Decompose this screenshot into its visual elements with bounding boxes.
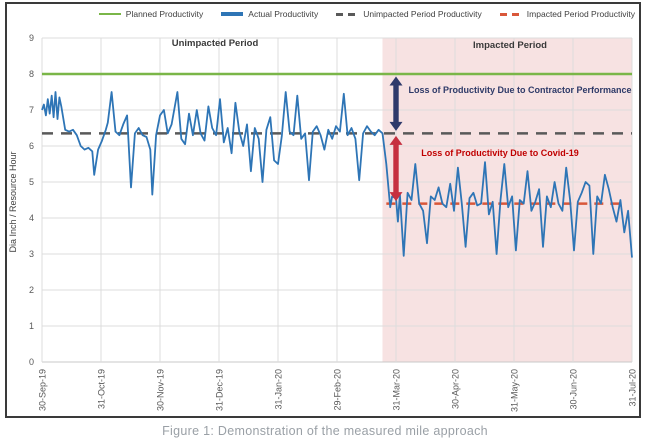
y-tick-label: 0 [29,357,34,367]
loss-arrow [389,76,403,131]
x-tick-label: 31-Mar-20 [392,369,402,411]
x-tick-label: 31-Jul-20 [628,369,638,407]
x-tick-label: 30-Sep-19 [38,369,48,411]
actual-productivity-line [41,91,633,258]
legend-dashed-line-swatch [336,12,359,16]
y-tick-label: 6 [29,141,34,151]
figure-caption: Figure 1: Demonstration of the measured … [162,424,488,438]
x-tick-label: 31-Dec-19 [215,369,225,411]
legend-label: Planned Productivity [125,9,204,19]
legend-item: Impacted Period Productivity [499,9,635,19]
y-tick-label: 1 [29,321,34,331]
legend-item: Actual Productivity [221,9,318,19]
legend-item: Planned Productivity [98,9,204,19]
x-tick-label: 31-Jan-20 [274,369,284,410]
y-tick-label: 7 [29,105,34,115]
x-tick-label: 30-Nov-19 [156,369,166,411]
plot-area: 0 1 2 3 4 5 6 7 8 9 30-Sep-19 31-Oct-19 30-Nov-19 31-… [29,33,638,412]
period-label-unimpacted: Unimpacted Period [171,38,259,49]
legend-label: Actual Productivity [248,9,319,19]
annotation-contractor-loss: Loss of Productivity Due to Contractor P… [408,85,632,95]
legend-label: Unimpacted Period Productivity [363,9,482,19]
chart-legend: Planned Productivity Actual Productivity U… [7,9,639,19]
y-axis-title: Dia Inch / Resource Hour [8,151,18,253]
period-label-impacted: Impacted Period [473,40,547,51]
loss-arrow [389,135,403,202]
annotation-covid-loss: Loss of Productivity Due to Covid-19 [421,148,579,158]
legend-line-swatch [98,12,121,16]
legend-line-swatch [221,12,244,16]
legend-item: Unimpacted Period Productivity [336,9,482,19]
y-tick-label: 8 [29,69,34,79]
legend-dashed-line-swatch [499,12,522,16]
y-tick-label: 3 [29,249,34,259]
y-tick-label: 9 [29,33,34,43]
y-tick-label: 2 [29,285,34,295]
y-tick-label: 4 [29,213,34,223]
x-tick-label: 29-Feb-20 [333,369,343,411]
x-tick-label: 31-Oct-19 [97,369,107,409]
x-tick-label: 30-Jun-20 [569,369,579,410]
legend-label: Impacted Period Productivity [526,9,635,19]
y-tick-label: 5 [29,177,34,187]
x-tick-label: 31-May-20 [510,369,520,412]
x-tick-label: 30-Apr-20 [451,369,461,409]
